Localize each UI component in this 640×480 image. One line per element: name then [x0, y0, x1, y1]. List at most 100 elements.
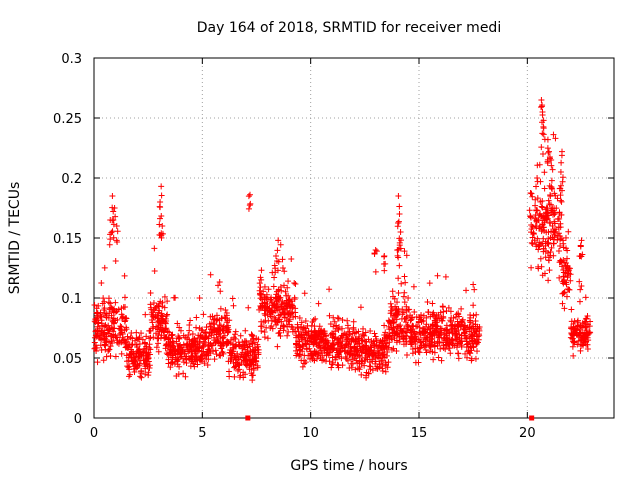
data-point: [157, 215, 163, 222]
data-point: [438, 325, 445, 332]
y-tick-label: 0.05: [53, 352, 82, 367]
data-point: [295, 333, 302, 340]
data-point: [557, 233, 564, 240]
data-point: [566, 286, 573, 293]
data-point: [345, 328, 352, 335]
data-point: [466, 324, 473, 331]
data-point: [211, 340, 218, 347]
data-point: [534, 178, 541, 185]
data-point: [151, 245, 158, 252]
data-point: [281, 268, 288, 275]
data-point: [467, 314, 474, 321]
data-point: [122, 314, 129, 321]
data-point: [548, 157, 555, 163]
data-point: [551, 229, 558, 236]
data-point: [217, 288, 224, 295]
data-point: [226, 373, 233, 380]
data-point: [189, 352, 196, 359]
data-point: [142, 311, 149, 318]
data-point: [155, 340, 162, 347]
data-point: [148, 306, 155, 313]
data-point: [339, 362, 346, 369]
data-point: [345, 341, 352, 348]
data-point: [282, 288, 289, 295]
data-point: [541, 169, 548, 176]
data-point: [277, 311, 284, 318]
data-point: [109, 339, 116, 346]
data-point: [548, 244, 555, 251]
data-point: [161, 293, 168, 300]
data-point: [99, 322, 106, 329]
data-point: [533, 183, 540, 190]
data-point: [264, 305, 271, 312]
data-point: [126, 341, 133, 348]
data-point: [105, 338, 112, 345]
data-point: [249, 348, 256, 355]
data-point: [206, 329, 213, 336]
data-point: [403, 252, 410, 259]
data-point: [335, 364, 342, 371]
data-point: [402, 335, 409, 342]
data-point: [156, 203, 163, 210]
data-point: [474, 339, 481, 346]
y-tick-label: 0.2: [61, 172, 82, 187]
data-point: [434, 272, 441, 279]
data-point: [211, 324, 218, 331]
data-point: [540, 123, 547, 130]
data-point: [202, 341, 209, 348]
data-point: [254, 362, 261, 369]
data-point: [401, 289, 408, 296]
data-point: [196, 295, 203, 302]
data-point: [138, 369, 145, 376]
data-point: [191, 356, 198, 363]
data-point: [98, 280, 105, 287]
data-point: [531, 237, 538, 244]
data-point: [91, 301, 98, 308]
data-point: [391, 335, 398, 342]
data-point: [582, 315, 589, 322]
data-point: [101, 264, 108, 271]
data-point: [99, 300, 106, 307]
data-point: [322, 332, 329, 339]
data-point: [97, 313, 104, 320]
data-point: [379, 365, 386, 372]
data-point: [293, 341, 300, 348]
data-point: [273, 253, 279, 259]
data-point: [217, 305, 224, 312]
data-point: [560, 273, 567, 280]
data-point: [386, 339, 393, 346]
data-point: [544, 249, 551, 256]
data-point: [211, 315, 218, 322]
data-point: [547, 249, 554, 256]
data-point: [397, 229, 404, 235]
data-point: [459, 318, 466, 325]
data-point: [338, 355, 345, 362]
data-point: [577, 243, 584, 250]
data-point: [147, 301, 154, 308]
data-point: [556, 224, 562, 231]
data-point: [273, 288, 280, 295]
data-point: [397, 237, 404, 244]
data-point: [94, 332, 101, 339]
data-point: [186, 327, 193, 334]
data-point: [356, 360, 363, 367]
data-point: [249, 377, 256, 384]
data-point: [444, 340, 451, 347]
data-point: [393, 347, 400, 354]
data-point: [400, 309, 407, 316]
data-point: [547, 209, 554, 216]
data-point: [534, 195, 541, 202]
data-point: [570, 321, 577, 328]
data-point: [231, 352, 238, 359]
data-point: [131, 368, 138, 375]
data-point: [442, 273, 449, 280]
data-point: [154, 326, 161, 333]
data-point: [326, 286, 333, 293]
data-point: [118, 329, 125, 336]
data-point: [221, 332, 228, 339]
data-point: [167, 338, 174, 345]
data-point: [248, 370, 255, 377]
data-point: [394, 252, 401, 259]
data-point: [245, 193, 252, 200]
